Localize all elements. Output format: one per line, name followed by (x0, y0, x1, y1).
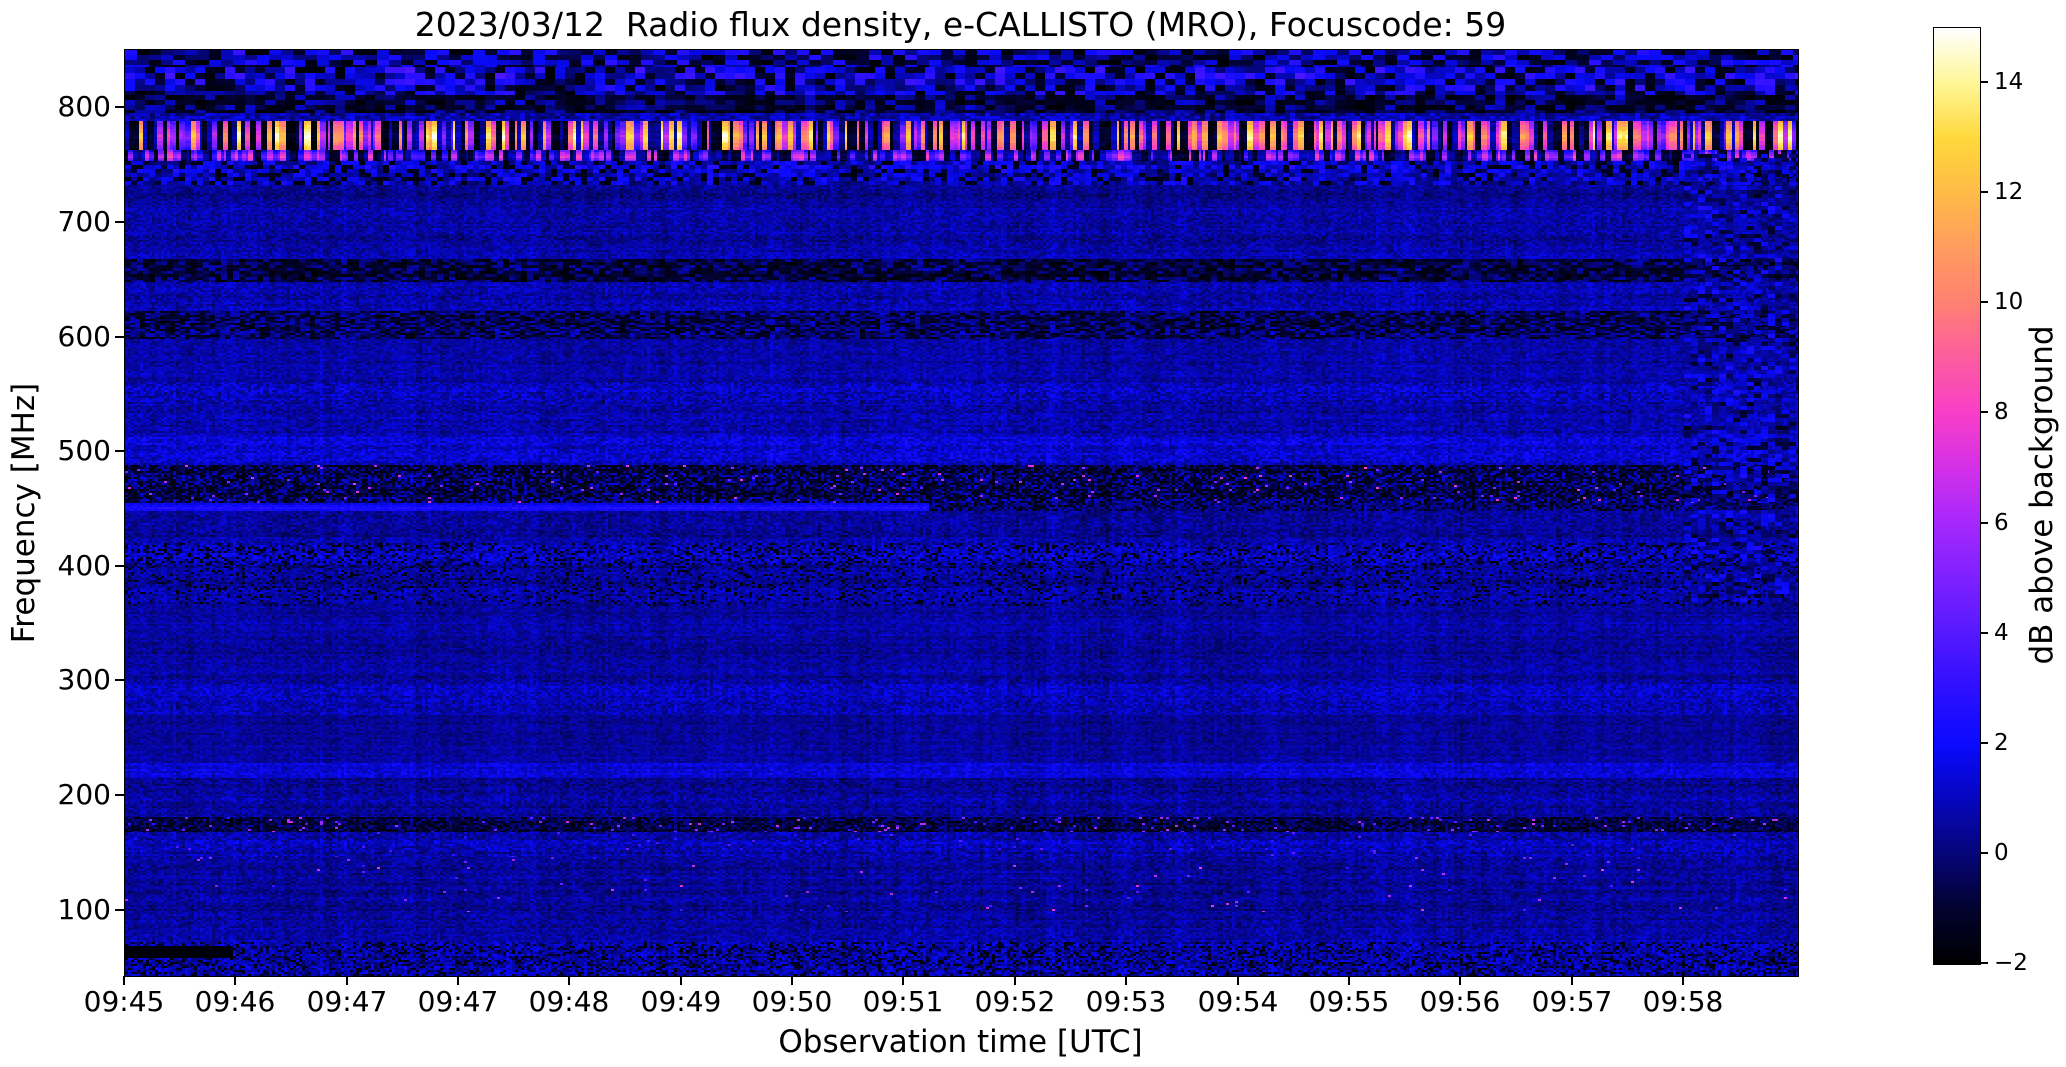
colorbar-label: dB above background (2024, 325, 2060, 665)
x-tick-label: 09:53 (1085, 985, 1167, 1018)
x-tick-label: 09:47 (306, 985, 388, 1018)
x-tick-label: 09:54 (1197, 985, 1279, 1018)
y-tick-mark (115, 450, 124, 452)
x-tick-label: 09:48 (528, 985, 610, 1018)
x-tick-label: 09:50 (751, 985, 833, 1018)
x-tick-mark (1125, 976, 1127, 985)
x-tick-mark (791, 976, 793, 985)
x-tick-mark (902, 976, 904, 985)
colorbar-tick-label: 0 (1994, 840, 2009, 866)
x-tick-label: 09:46 (194, 985, 276, 1018)
y-tick-mark (115, 336, 124, 338)
x-tick-label: 09:56 (1419, 985, 1501, 1018)
y-tick-label: 700 (57, 205, 111, 238)
colorbar-tick-label: 6 (1994, 510, 2009, 536)
x-tick-label: 09:45 (83, 985, 165, 1018)
y-tick-label: 600 (57, 320, 111, 353)
y-tick-label: 800 (57, 90, 111, 123)
x-tick-label: 09:55 (1308, 985, 1390, 1018)
y-axis-label: Frequency [MHz] (6, 382, 42, 644)
colorbar-tick-mark (1980, 962, 1988, 964)
y-tick-mark (115, 679, 124, 681)
x-tick-mark (1237, 976, 1239, 985)
y-tick-mark (115, 794, 124, 796)
colorbar-tick-mark (1980, 301, 1988, 303)
y-tick-mark (115, 106, 124, 108)
colorbar-tick-mark (1980, 522, 1988, 524)
colorbar-tick-label: 2 (1994, 730, 2009, 756)
x-tick-label: 09:49 (640, 985, 722, 1018)
x-tick-mark (1348, 976, 1350, 985)
y-tick-label: 300 (57, 663, 111, 696)
colorbar-tick-mark (1980, 632, 1988, 634)
x-tick-mark (680, 976, 682, 985)
x-tick-label: 09:58 (1642, 985, 1724, 1018)
y-tick-label: 200 (57, 778, 111, 811)
x-tick-label: 09:52 (974, 985, 1056, 1018)
colorbar-tick-label: 4 (1994, 620, 2009, 646)
colorbar-tick-label: 12 (1994, 179, 2024, 205)
colorbar-tick-mark (1980, 742, 1988, 744)
y-tick-label: 100 (57, 893, 111, 926)
colorbar-tick-label: 8 (1994, 399, 2009, 425)
x-tick-mark (457, 976, 459, 985)
x-tick-mark (123, 976, 125, 985)
colorbar-tick-mark (1980, 852, 1988, 854)
chart-title: 2023/03/12 Radio flux density, e-CALLIST… (414, 5, 1507, 44)
colorbar-tick-label: 10 (1994, 289, 2024, 315)
colorbar-tick-mark (1980, 411, 1988, 413)
x-axis-label: Observation time [UTC] (778, 1024, 1143, 1060)
colorbar-tick-mark (1980, 191, 1988, 193)
colorbar-gradient (1933, 27, 1981, 965)
y-tick-mark (115, 565, 124, 567)
x-tick-mark (1014, 976, 1016, 985)
x-tick-mark (1682, 976, 1684, 985)
x-tick-mark (1571, 976, 1573, 985)
x-tick-mark (1459, 976, 1461, 985)
colorbar-tick-mark (1980, 81, 1988, 83)
x-tick-label: 09:47 (417, 985, 499, 1018)
y-tick-mark (115, 221, 124, 223)
y-tick-mark (115, 909, 124, 911)
y-tick-label: 400 (57, 549, 111, 582)
colorbar-tick-label: −2 (1994, 950, 2028, 976)
x-tick-label: 09:57 (1531, 985, 1613, 1018)
x-tick-label: 09:51 (862, 985, 944, 1018)
x-tick-mark (234, 976, 236, 985)
x-tick-mark (568, 976, 570, 985)
colorbar-tick-label: 14 (1994, 69, 2024, 95)
spectrogram-heatmap (124, 49, 1799, 977)
y-tick-label: 500 (57, 434, 111, 467)
x-tick-mark (346, 976, 348, 985)
